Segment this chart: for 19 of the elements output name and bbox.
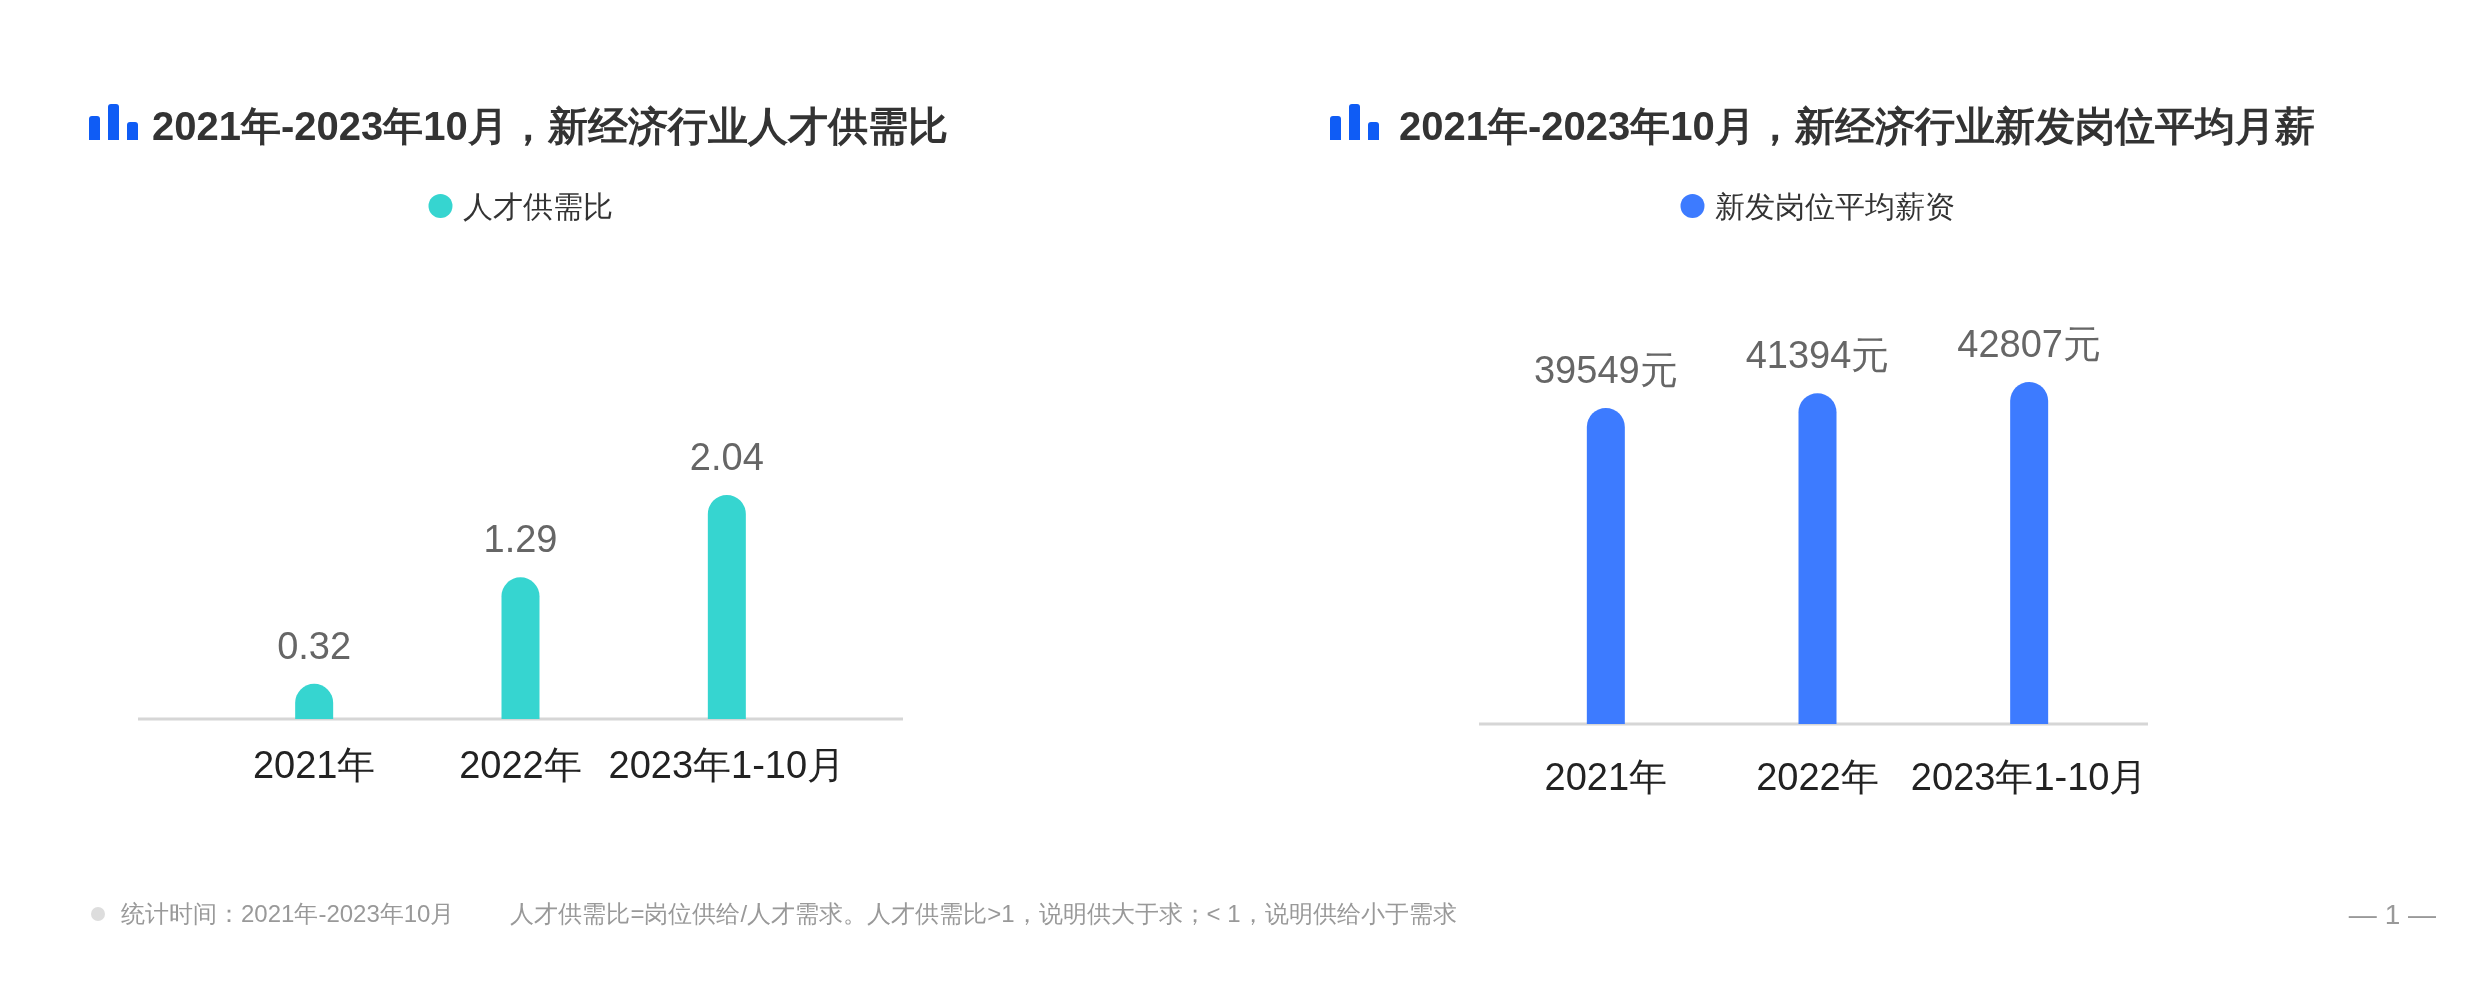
text: 人才供需比=岗位供给/人才需求。人才供需比>1，说明供大于求；< 1，说明供给小于需求 <box>510 900 1457 927</box>
chart-title: 2021年-2023年10月，新经济行业人才供需比 <box>152 104 948 148</box>
text: — 1 — <box>2348 899 2436 930</box>
data-label: 2.04 <box>689 436 764 478</box>
x-tick-label: 2021年 <box>252 744 376 786</box>
x-tick-label: 2023年1-10月 <box>608 744 846 786</box>
data-label: 42807元 <box>1957 323 2101 365</box>
data-label: 41394元 <box>1745 334 1890 377</box>
x-tick-label: 2022年 <box>1756 756 1879 798</box>
data-label: 39549元 <box>1534 349 1678 392</box>
legend-label: 新发岗位平均薪资 <box>1714 190 1955 223</box>
data-label: 1.29 <box>483 518 558 561</box>
x-tick-label: 2022年 <box>459 744 582 786</box>
legend-label: 人才供需比 <box>462 190 613 223</box>
text: 统计时间：2021年-2023年10月 <box>121 900 455 927</box>
x-tick-label: 2021年 <box>1544 756 1668 798</box>
x-tick-label: 2023年1-10月 <box>1910 756 2148 798</box>
chart-title: 2021年-2023年10月，新经济行业新发岗位平均月薪 <box>1399 104 2315 148</box>
data-label: 0.32 <box>277 624 352 667</box>
